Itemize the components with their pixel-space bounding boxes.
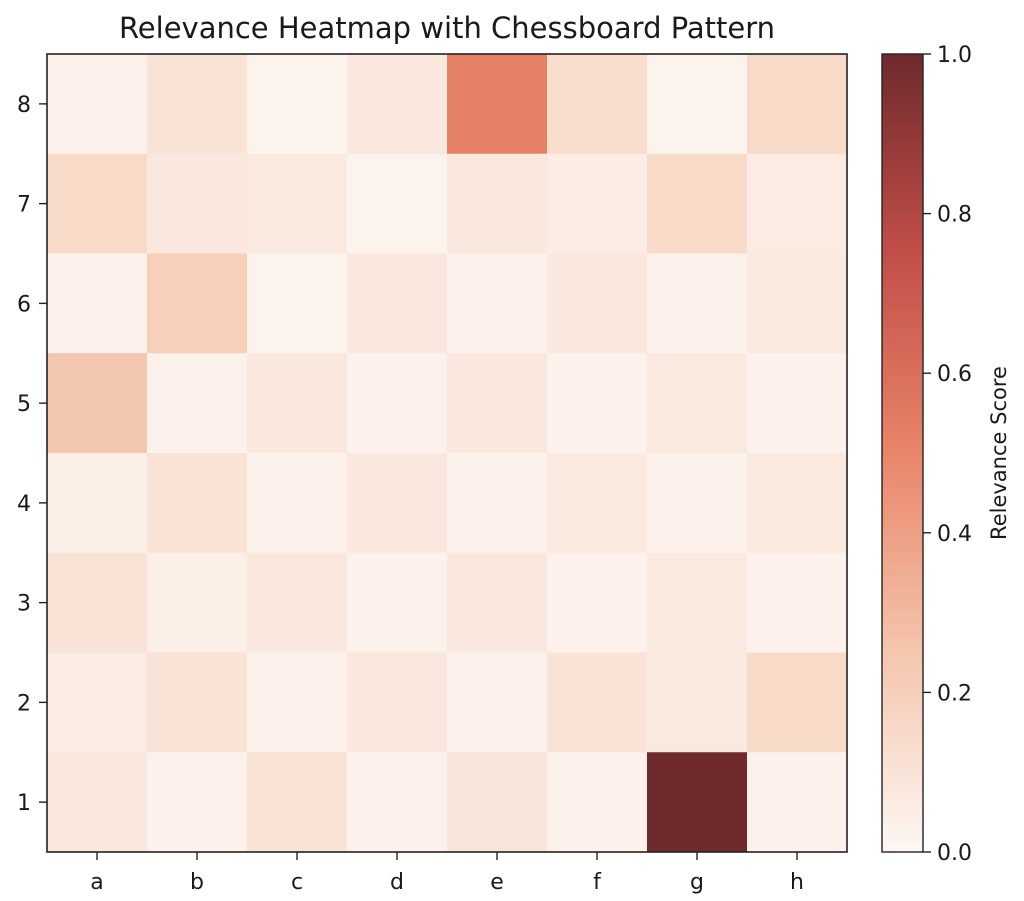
heatmap-cell-c5 xyxy=(247,353,348,454)
x-tick-label-f: f xyxy=(593,870,602,895)
chart-title: Relevance Heatmap with Chessboard Patter… xyxy=(119,11,775,45)
y-tick-label-6: 6 xyxy=(17,292,31,317)
heatmap-cell-b7 xyxy=(147,153,248,254)
heatmap-cell-b5 xyxy=(147,353,248,454)
heatmap-cell-a2 xyxy=(47,652,148,753)
heatmap-cell-h3 xyxy=(747,552,848,653)
heatmap-cell-a8 xyxy=(47,54,148,155)
heatmap-cell-g2 xyxy=(647,652,748,753)
heatmap-cell-c3 xyxy=(247,552,348,653)
heatmap-cell-e3 xyxy=(447,552,548,653)
heatmap-cell-g5 xyxy=(647,353,748,454)
heatmap-cell-d4 xyxy=(347,453,448,554)
colorbar-tick-label: 0.0 xyxy=(937,841,972,866)
heatmap-cell-h1 xyxy=(747,752,848,853)
y-tick-label-7: 7 xyxy=(17,193,31,218)
heatmap-cell-d5 xyxy=(347,353,448,454)
heatmap-cell-g7 xyxy=(647,153,748,254)
heatmap-cell-f2 xyxy=(547,652,648,753)
heatmap-cell-g1 xyxy=(647,752,748,853)
heatmap-cell-h5 xyxy=(747,353,848,454)
heatmap-cell-d3 xyxy=(347,552,448,653)
heatmap-cell-h6 xyxy=(747,253,848,354)
heatmap-cell-e5 xyxy=(447,353,548,454)
heatmap-cell-c7 xyxy=(247,153,348,254)
heatmap-cell-f5 xyxy=(547,353,648,454)
y-tick-label-8: 8 xyxy=(17,93,31,118)
colorbar-tick-label: 1.0 xyxy=(937,43,972,68)
heatmap-cell-b3 xyxy=(147,552,248,653)
x-tick-label-a: a xyxy=(90,870,103,895)
heatmap-cell-b2 xyxy=(147,652,248,753)
heatmap-cells xyxy=(47,54,848,853)
heatmap-cell-e2 xyxy=(447,652,548,753)
heatmap-cell-b6 xyxy=(147,253,248,354)
heatmap-cell-e1 xyxy=(447,752,548,853)
x-tick-label-h: h xyxy=(790,870,804,895)
heatmap-cell-g3 xyxy=(647,552,748,653)
heatmap-cell-h4 xyxy=(747,453,848,554)
y-tick-label-3: 3 xyxy=(17,592,31,617)
heatmap-cell-g4 xyxy=(647,453,748,554)
x-tick-label-g: g xyxy=(690,870,704,895)
heatmap-cell-c6 xyxy=(247,253,348,354)
heatmap-cell-c1 xyxy=(247,752,348,853)
heatmap-cell-d1 xyxy=(347,752,448,853)
colorbar-tick-label: 0.6 xyxy=(937,362,972,387)
x-tick-label-c: c xyxy=(291,870,303,895)
heatmap-cell-c8 xyxy=(247,54,348,155)
heatmap-cell-g6 xyxy=(647,253,748,354)
heatmap-cell-b8 xyxy=(147,54,248,155)
y-axis: 8 7 6 5 4 3 2 1 xyxy=(17,93,47,816)
x-tick-label-e: e xyxy=(490,870,504,895)
heatmap-cell-g8 xyxy=(647,54,748,155)
heatmap-cell-f4 xyxy=(547,453,648,554)
heatmap-cell-a3 xyxy=(47,552,148,653)
heatmap-cell-f1 xyxy=(547,752,648,853)
heatmap-cell-h8 xyxy=(747,54,848,155)
heatmap-cell-a5 xyxy=(47,353,148,454)
heatmap-cell-e7 xyxy=(447,153,548,254)
colorbar xyxy=(881,53,924,853)
y-tick-label-5: 5 xyxy=(17,392,31,417)
heatmap-cell-c4 xyxy=(247,453,348,554)
heatmap-cell-b1 xyxy=(147,752,248,853)
heatmap-cell-a7 xyxy=(47,153,148,254)
heatmap-cell-f3 xyxy=(547,552,648,653)
colorbar-tick-label: 0.4 xyxy=(937,522,972,547)
heatmap-cell-d6 xyxy=(347,253,448,354)
colorbar-tick-label: 0.2 xyxy=(937,681,972,706)
colorbar-tick-label: 0.8 xyxy=(937,203,972,228)
heatmap-cell-c2 xyxy=(247,652,348,753)
x-tick-label-d: d xyxy=(390,870,404,895)
heatmap-cell-d8 xyxy=(347,54,448,155)
y-tick-label-1: 1 xyxy=(17,791,31,816)
heatmap-cell-a1 xyxy=(47,752,148,853)
heatmap-cell-e8 xyxy=(447,54,548,155)
heatmap-cell-h2 xyxy=(747,652,848,753)
heatmap-cell-a6 xyxy=(47,253,148,354)
x-axis: a b c d e f g h xyxy=(90,852,804,895)
heatmap-cell-a4 xyxy=(47,453,148,554)
heatmap-cell-e6 xyxy=(447,253,548,354)
heatmap-cell-f6 xyxy=(547,253,648,354)
heatmap-cell-e4 xyxy=(447,453,548,554)
y-tick-label-2: 2 xyxy=(17,691,31,716)
plot-frame xyxy=(46,53,848,853)
heatmap-cell-b4 xyxy=(147,453,248,554)
heatmap-cell-f8 xyxy=(547,54,648,155)
heatmap-cell-d7 xyxy=(347,153,448,254)
heatmap-cell-f7 xyxy=(547,153,648,254)
x-tick-label-b: b xyxy=(190,870,204,895)
colorbar-label: Relevance Score xyxy=(987,366,1011,540)
heatmap-cell-h7 xyxy=(747,153,848,254)
heatmap-cell-d2 xyxy=(347,652,448,753)
y-tick-label-4: 4 xyxy=(17,492,31,517)
colorbar-ticks: 0.0 0.2 0.4 0.6 0.8 1.0 xyxy=(923,43,972,866)
